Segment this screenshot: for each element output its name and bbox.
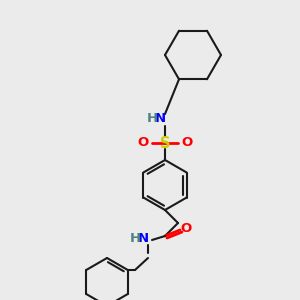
Text: N: N bbox=[154, 112, 166, 125]
Text: S: S bbox=[160, 136, 170, 151]
Text: H: H bbox=[129, 232, 141, 245]
Text: N: N bbox=[137, 232, 148, 245]
Text: H: H bbox=[146, 112, 158, 125]
Text: O: O bbox=[180, 223, 192, 236]
Text: O: O bbox=[182, 136, 193, 149]
Text: O: O bbox=[137, 136, 148, 149]
